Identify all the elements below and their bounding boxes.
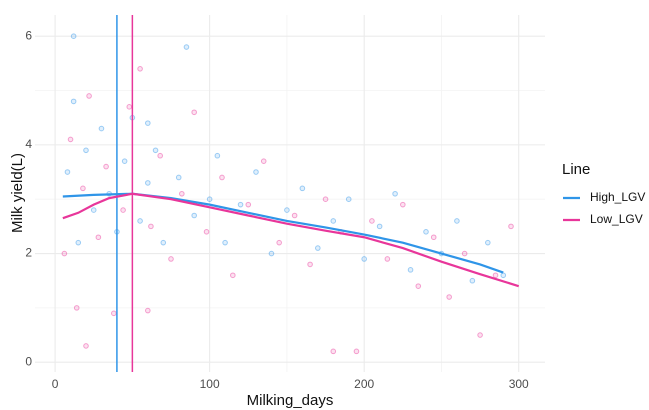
x-axis-title: Milking_days	[247, 392, 334, 409]
point	[260, 158, 267, 164]
y-tick-label: 2	[25, 246, 32, 260]
point	[307, 261, 313, 268]
legend-label: Low_LGV	[590, 212, 643, 226]
point	[67, 136, 74, 143]
point	[111, 310, 117, 317]
point	[400, 201, 406, 208]
point	[291, 212, 298, 219]
point	[183, 44, 190, 50]
point	[191, 212, 197, 219]
point	[121, 158, 128, 164]
x-tick-label: 200	[354, 377, 374, 391]
point	[492, 272, 499, 279]
y-tick-label: 6	[25, 28, 32, 42]
point	[83, 343, 89, 349]
point	[222, 239, 228, 246]
point	[103, 163, 109, 170]
point	[369, 218, 375, 224]
point	[485, 239, 491, 246]
point	[299, 185, 306, 192]
y-tick-label: 4	[25, 137, 32, 151]
point	[145, 307, 151, 314]
y-tick-label: 0	[25, 354, 32, 368]
point	[152, 147, 159, 154]
point	[469, 277, 476, 284]
y-axis-title: Milk yield(L)	[9, 153, 26, 233]
point	[508, 223, 514, 230]
point	[253, 169, 259, 175]
point	[219, 174, 225, 181]
point	[70, 98, 77, 105]
point	[392, 190, 398, 197]
fit-line	[62, 192, 520, 288]
point	[454, 218, 460, 224]
point	[64, 169, 71, 175]
point	[330, 348, 337, 355]
point	[168, 256, 174, 262]
point	[330, 218, 337, 224]
point	[157, 152, 163, 159]
point	[345, 196, 352, 203]
x-tick-label: 0	[52, 377, 59, 391]
point	[86, 93, 92, 99]
point	[73, 305, 80, 311]
point	[353, 348, 360, 355]
point	[179, 190, 185, 197]
point	[446, 294, 452, 300]
point	[415, 283, 422, 289]
point	[75, 239, 82, 246]
point	[384, 256, 391, 262]
point	[98, 125, 105, 132]
point	[126, 104, 133, 110]
point	[461, 250, 468, 257]
point	[376, 223, 383, 230]
point	[70, 33, 77, 39]
point	[430, 234, 437, 241]
point	[203, 229, 210, 235]
point	[191, 109, 197, 116]
point	[245, 201, 252, 208]
point	[95, 234, 102, 241]
point	[160, 239, 167, 246]
point	[175, 174, 182, 181]
point	[322, 196, 329, 203]
point	[276, 239, 282, 246]
point	[214, 152, 221, 159]
point	[145, 180, 151, 186]
x-tick-label: 100	[200, 377, 220, 391]
point	[361, 256, 367, 262]
point	[137, 218, 143, 224]
point	[120, 207, 126, 213]
point	[206, 196, 213, 203]
point	[268, 250, 275, 257]
point	[145, 120, 151, 126]
point	[230, 272, 236, 279]
point	[477, 332, 483, 338]
point	[148, 223, 154, 230]
legend-title: Line	[562, 161, 590, 178]
point	[315, 245, 321, 251]
point	[61, 250, 68, 257]
point	[284, 207, 290, 213]
point	[80, 185, 86, 192]
point	[423, 229, 429, 235]
point	[137, 65, 143, 72]
point	[90, 207, 97, 213]
legend-label: High_LGV	[590, 190, 645, 204]
point	[237, 201, 244, 208]
point	[83, 147, 89, 154]
point	[500, 272, 507, 279]
point	[407, 267, 414, 273]
x-tick-label: 300	[509, 377, 529, 391]
